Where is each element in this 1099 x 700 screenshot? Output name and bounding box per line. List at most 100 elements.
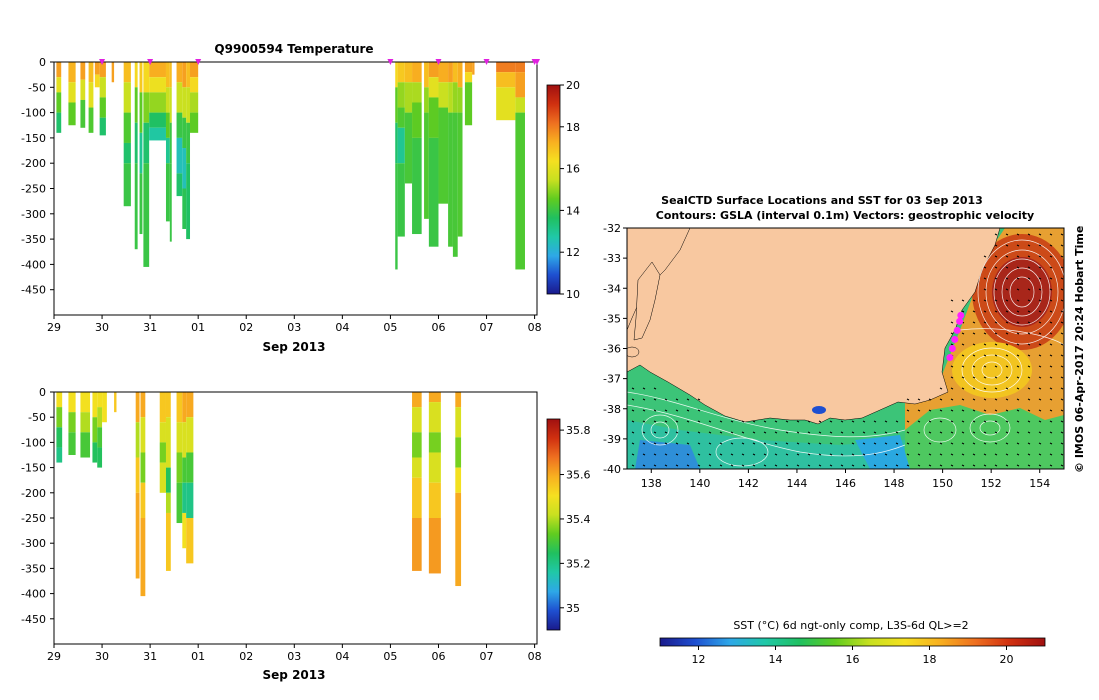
profile-cell <box>397 82 405 108</box>
profile-cell <box>56 62 62 78</box>
velocity-vector <box>719 464 723 467</box>
velocity-vector <box>961 387 965 390</box>
profile-cell <box>176 452 183 483</box>
seal-locations <box>946 311 965 362</box>
y-tick-label: -350 <box>21 233 46 246</box>
velocity-vector <box>994 299 998 302</box>
x-tick-label: 04 <box>335 650 349 663</box>
profile-column <box>143 62 150 267</box>
profile-cell <box>412 477 422 518</box>
seal-location <box>948 345 956 352</box>
profile-cell <box>397 62 405 83</box>
profile-cell <box>169 163 172 242</box>
velocity-vector <box>686 453 690 456</box>
velocity-vector <box>1049 332 1053 335</box>
velocity-vector <box>653 442 657 445</box>
profile-cell <box>68 102 76 126</box>
velocity-vector <box>950 409 954 412</box>
colorbar-tick-label: 16 <box>566 163 580 176</box>
velocity-vector <box>741 453 745 456</box>
velocity-vector <box>972 420 976 423</box>
profile-cell <box>182 87 187 118</box>
velocity-vector <box>840 420 844 423</box>
velocity-vector <box>741 431 745 434</box>
velocity-vector <box>994 255 998 258</box>
velocity-vector <box>840 464 844 467</box>
velocity-vector <box>1005 354 1009 357</box>
profile-column <box>457 62 463 237</box>
profile-cell <box>515 112 525 270</box>
profile-cell <box>80 432 91 458</box>
profile-cell <box>397 107 405 128</box>
profile-cell <box>165 163 170 222</box>
velocity-vector <box>961 453 965 456</box>
velocity-vector <box>752 442 756 445</box>
profile-column <box>94 62 100 88</box>
profile-cell <box>56 427 63 448</box>
sst-colorbar-tick-label: 16 <box>846 653 860 666</box>
velocity-vector <box>653 453 657 456</box>
profile-cell <box>186 122 191 164</box>
velocity-vector <box>1060 354 1064 357</box>
sst-cool-west <box>627 420 905 469</box>
velocity-vector <box>1038 365 1042 368</box>
profile-cell <box>68 62 76 83</box>
velocity-vector <box>950 343 954 346</box>
velocity-vector <box>774 442 778 445</box>
profile-cell <box>80 392 91 413</box>
velocity-vector <box>664 409 668 412</box>
velocity-vector <box>873 442 877 445</box>
profile-cell <box>464 72 473 83</box>
profile-cell <box>428 452 441 483</box>
profile-cell <box>134 62 138 88</box>
y-tick-label: -450 <box>21 284 46 297</box>
seal-location <box>956 317 964 325</box>
profile-cell <box>438 107 449 204</box>
velocity-vector <box>1027 387 1031 390</box>
velocity-vector <box>972 376 976 379</box>
profile-cell <box>149 112 166 128</box>
x-tick-label: 29 <box>47 321 61 334</box>
velocity-vector <box>642 387 646 390</box>
profile-cell <box>448 82 453 113</box>
velocity-vector <box>697 442 701 445</box>
velocity-vector <box>950 332 954 335</box>
velocity-vector <box>939 431 943 434</box>
velocity-vector <box>1038 288 1042 291</box>
velocity-vector <box>1016 420 1020 423</box>
profile-column <box>123 62 131 207</box>
profile-cell <box>186 417 194 453</box>
velocity-vector <box>1038 354 1042 357</box>
velocity-vector <box>642 431 646 434</box>
temperature-profile-markers <box>99 59 540 65</box>
velocity-vector <box>1016 376 1020 379</box>
velocity-vector <box>697 464 701 467</box>
velocity-vector <box>642 464 646 467</box>
velocity-vector <box>851 431 855 434</box>
seal-location <box>957 311 965 319</box>
velocity-vector <box>1038 464 1042 467</box>
velocity-vector <box>961 343 965 346</box>
profile-cell <box>412 102 422 138</box>
velocity-vector <box>1049 233 1053 236</box>
velocity-vector <box>1005 310 1009 313</box>
profile-cell <box>457 62 463 88</box>
velocity-vector <box>862 431 866 434</box>
velocity-vector <box>983 409 987 412</box>
velocity-vector <box>719 453 723 456</box>
profile-cell <box>412 457 422 478</box>
velocity-vector <box>1060 233 1064 236</box>
profile-column <box>114 392 117 413</box>
lat-tick-label: -34 <box>603 282 621 295</box>
profile-cell <box>88 107 94 133</box>
profile-cell <box>424 112 429 219</box>
profile-cell <box>165 492 171 513</box>
salinity-x-axis: 29 30 31 01 02 03 04 05 06 07 08 <box>47 644 542 663</box>
velocity-vector <box>1027 365 1031 368</box>
velocity-vector <box>785 464 789 467</box>
x-tick-label: 03 <box>287 321 301 334</box>
velocity-vector <box>763 464 767 467</box>
velocity-vector <box>994 332 998 335</box>
velocity-vector <box>664 464 668 467</box>
velocity-vector <box>653 464 657 467</box>
